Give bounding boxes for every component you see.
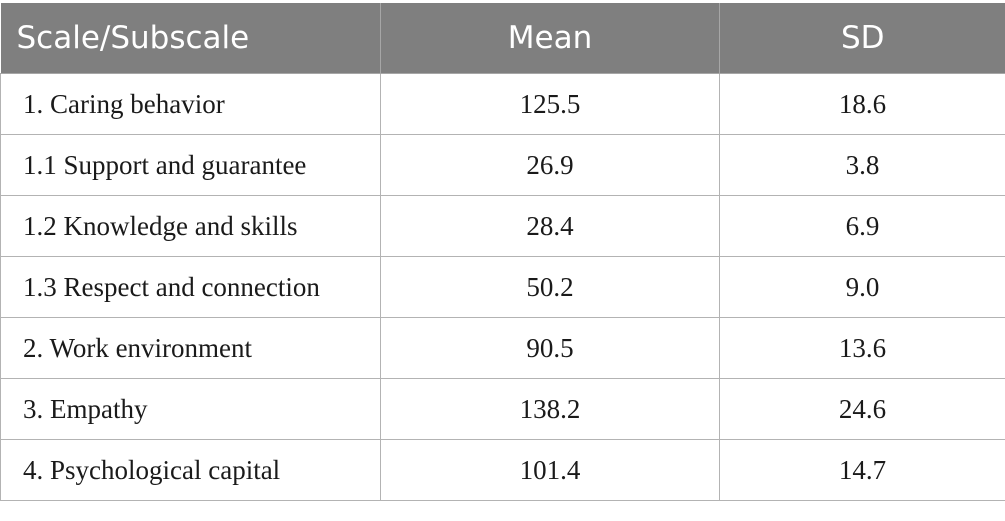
row-mean: 101.4 [380,439,720,501]
row-label: 3. Empathy [0,378,381,440]
row-mean: 26.9 [380,134,720,196]
row-mean: 50.2 [380,256,720,318]
row-label: 1. Caring behavior [0,73,381,135]
row-sd: 24.6 [719,378,1005,440]
table-row: 1.1 Support and guarantee 26.9 3.8 [0,134,1005,196]
table-row: 1. Caring behavior 125.5 18.6 [0,73,1005,135]
row-mean: 125.5 [380,73,720,135]
row-sd: 9.0 [719,256,1005,318]
header-row: Scale/Subscale Mean SD [0,3,1005,74]
table-row: 1.3 Respect and connection 50.2 9.0 [0,256,1005,318]
table-row: 1.2 Knowledge and skills 28.4 6.9 [0,195,1005,257]
row-sd: 18.6 [719,73,1005,135]
column-header-mean: Mean [380,3,720,74]
row-label: 1.3 Respect and connection [0,256,381,318]
table-row: 4. Psychological capital 101.4 14.7 [0,439,1005,501]
row-sd: 13.6 [719,317,1005,379]
row-sd: 6.9 [719,195,1005,257]
row-mean: 138.2 [380,378,720,440]
row-label: 1.2 Knowledge and skills [0,195,381,257]
row-label: 4. Psychological capital [0,439,381,501]
row-label: 2. Work environment [0,317,381,379]
column-header-sd: SD [719,3,1005,74]
table-row: 3. Empathy 138.2 24.6 [0,378,1005,440]
row-sd: 3.8 [719,134,1005,196]
row-label: 1.1 Support and guarantee [0,134,381,196]
column-header-scale: Scale/Subscale [0,3,381,74]
table-header: Scale/Subscale Mean SD [0,3,1005,74]
row-sd: 14.7 [719,439,1005,501]
statistics-table-container: Scale/Subscale Mean SD 1. Caring behavio… [0,3,1005,501]
table-body: 1. Caring behavior 125.5 18.6 1.1 Suppor… [0,73,1005,501]
row-mean: 28.4 [380,195,720,257]
scale-statistics-table: Scale/Subscale Mean SD 1. Caring behavio… [0,3,1005,501]
row-mean: 90.5 [380,317,720,379]
table-row: 2. Work environment 90.5 13.6 [0,317,1005,379]
